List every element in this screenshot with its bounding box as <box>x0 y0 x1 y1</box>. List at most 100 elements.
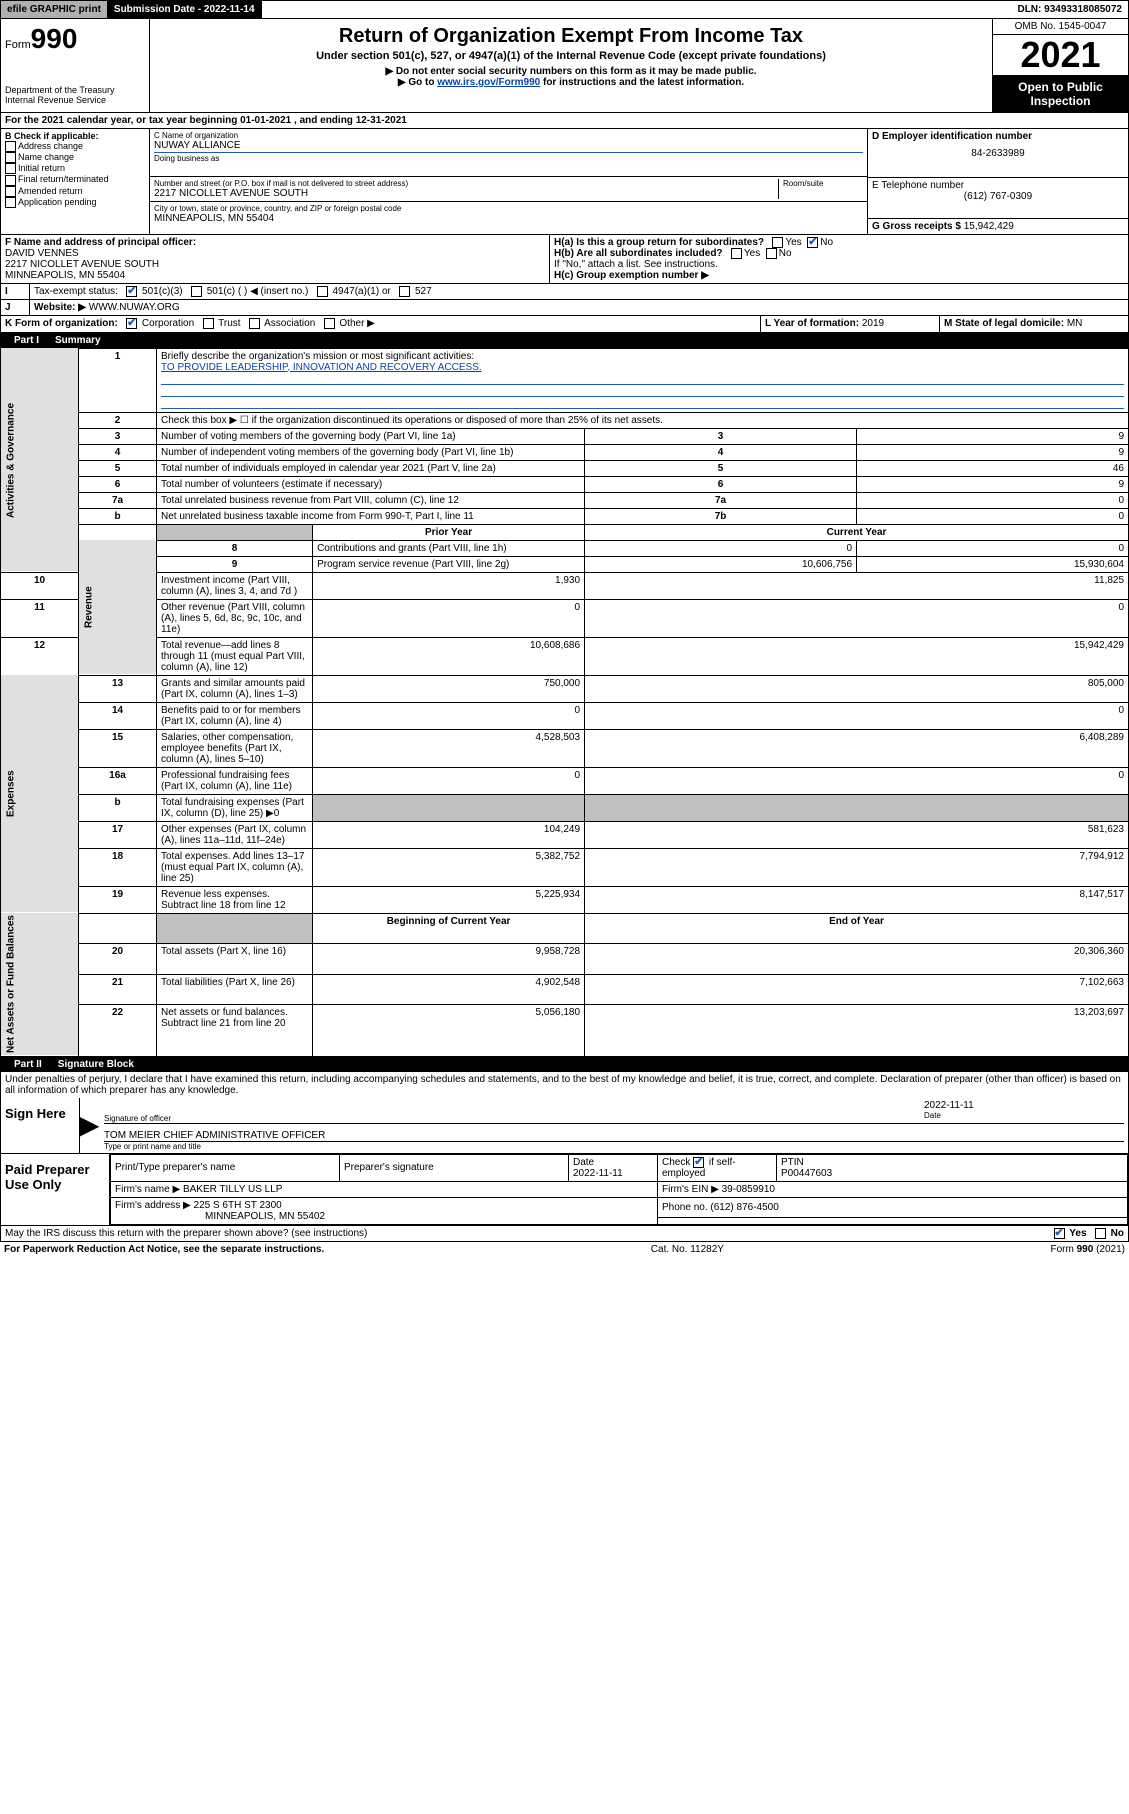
officer-label: F Name and address of principal officer: <box>5 237 196 248</box>
application-pending-checkbox[interactable] <box>5 197 16 208</box>
trust-checkbox[interactable] <box>203 318 214 329</box>
mission-text[interactable]: TO PROVIDE LEADERSHIP, INNOVATION AND RE… <box>161 362 482 373</box>
corporation-checkbox[interactable] <box>126 318 137 329</box>
paperwork-notice: For Paperwork Reduction Act Notice, see … <box>4 1244 324 1255</box>
org-name-label: C Name of organization <box>154 131 863 140</box>
officer-addr1: 2217 NICOLLET AVENUE SOUTH <box>5 259 159 270</box>
form-page-ref: Form 990 (2021) <box>1051 1244 1125 1255</box>
ssn-note: ▶ Do not enter social security numbers o… <box>156 66 986 77</box>
instructions-link[interactable]: www.irs.gov/Form990 <box>437 77 540 88</box>
year-formation-value: 2019 <box>862 318 884 329</box>
line-a: For the 2021 calendar year, or tax year … <box>0 113 1129 129</box>
page-footer: For Paperwork Reduction Act Notice, see … <box>0 1242 1129 1257</box>
self-employed-checkbox[interactable] <box>693 1157 704 1168</box>
address-change-checkbox[interactable] <box>5 141 16 152</box>
line-2: Check this box ▶ ☐ if the organization d… <box>157 412 1129 428</box>
preparer-date: 2022-11-11 <box>573 1168 623 1179</box>
officer-addr2: MINNEAPOLIS, MN 55404 <box>5 270 125 281</box>
ein-value: 84-2633989 <box>872 148 1124 159</box>
topbar: efile GRAPHIC print Submission Date - 20… <box>0 0 1129 19</box>
subordinates-no[interactable] <box>766 248 777 259</box>
group-return-no[interactable] <box>807 237 818 248</box>
sign-date-label: Date <box>924 1111 1124 1120</box>
mission-label: Briefly describe the organization's miss… <box>161 351 474 362</box>
part-2-header: Part II Signature Block <box>0 1057 1129 1072</box>
gross-receipts-value: 15,942,429 <box>964 221 1014 232</box>
cat-no: Cat. No. 11282Y <box>651 1244 724 1255</box>
year-formation-label: L Year of formation: <box>765 318 859 329</box>
4947-checkbox[interactable] <box>317 286 328 297</box>
tax-status-label: Tax-exempt status: <box>34 286 118 297</box>
omb-number: OMB No. 1545-0047 <box>993 19 1128 35</box>
subordinates-yes[interactable] <box>731 248 742 259</box>
website-value: WWW.NUWAY.ORG <box>89 302 180 313</box>
form-number: Form990 <box>5 23 145 55</box>
tax-year: 2021 <box>993 35 1128 76</box>
tab-governance: Activities & Governance <box>1 348 79 572</box>
ptin-value: P00447603 <box>781 1168 832 1179</box>
amended-return-checkbox[interactable] <box>5 186 16 197</box>
form-subtitle: Under section 501(c), 527, or 4947(a)(1)… <box>156 50 986 62</box>
dln: DLN: 93493318085072 <box>1011 1 1128 18</box>
domicile-value: MN <box>1067 318 1083 329</box>
tab-revenue: Revenue <box>79 540 157 675</box>
dba-label: Doing business as <box>154 154 863 163</box>
ein-label: D Employer identification number <box>872 131 1124 142</box>
final-return-checkbox[interactable] <box>5 175 16 186</box>
h-a-label: H(a) Is this a group return for subordin… <box>554 237 764 248</box>
org-name: NUWAY ALLIANCE <box>154 140 863 151</box>
gross-receipts-label: G Gross receipts $ <box>872 221 961 232</box>
h-b-label: H(b) Are all subordinates included? <box>554 248 723 259</box>
tab-expenses: Expenses <box>1 675 79 913</box>
firm-name: BAKER TILLY US LLP <box>183 1184 283 1195</box>
name-change-checkbox[interactable] <box>5 152 16 163</box>
summary-table: Activities & Governance 1 Briefly descri… <box>0 348 1129 1057</box>
website-label: Website: ▶ <box>34 302 86 313</box>
association-checkbox[interactable] <box>249 318 260 329</box>
officer-group-block: F Name and address of principal officer:… <box>0 235 1129 284</box>
initial-return-checkbox[interactable] <box>5 163 16 174</box>
line-k-label: K Form of organization: <box>5 319 118 330</box>
part-1-header: Part I Summary <box>0 333 1129 348</box>
firm-addr1: 225 S 6TH ST 2300 <box>194 1200 282 1211</box>
phone-label: E Telephone number <box>872 180 1124 191</box>
discuss-no[interactable] <box>1095 1228 1106 1239</box>
preparer-name-hdr: Print/Type preparer's name <box>111 1154 340 1181</box>
discuss-yes[interactable] <box>1054 1228 1065 1239</box>
box-b: B Check if applicable: Address change Na… <box>1 129 150 234</box>
sig-officer-label: Signature of officer <box>104 1114 920 1123</box>
efile-print-button[interactable]: efile GRAPHIC print <box>1 1 108 18</box>
officer-name: DAVID VENNES <box>5 248 79 259</box>
sign-date: 2022-11-11 <box>924 1100 1124 1111</box>
sign-arrow-icon: ▶ <box>80 1098 100 1153</box>
street-address: 2217 NICOLLET AVENUE SOUTH <box>154 188 778 199</box>
penalties-text: Under penalties of perjury, I declare th… <box>0 1072 1129 1098</box>
sign-here-label: Sign Here <box>1 1098 80 1153</box>
open-to-public: Open to Public Inspection <box>993 76 1128 112</box>
group-return-yes[interactable] <box>772 237 783 248</box>
addr-label: Number and street (or P.O. box if mail i… <box>154 179 778 188</box>
entity-block: B Check if applicable: Address change Na… <box>0 129 1129 235</box>
paid-preparer-label: Paid Preparer Use Only <box>1 1154 110 1225</box>
domicile-label: M State of legal domicile: <box>944 318 1064 329</box>
h-note: If "No," attach a list. See instructions… <box>554 259 1124 270</box>
phone-value: (612) 767-0309 <box>872 191 1124 202</box>
city-label: City or town, state or province, country… <box>154 204 863 213</box>
form-title: Return of Organization Exempt From Incom… <box>156 25 986 48</box>
h-c-label: H(c) Group exemption number ▶ <box>554 270 709 281</box>
501c3-checkbox[interactable] <box>126 286 137 297</box>
discuss-question: May the IRS discuss this return with the… <box>5 1228 367 1239</box>
instructions-note: ▶ Go to www.irs.gov/Form990 for instruct… <box>156 77 986 88</box>
firm-phone: (612) 876-4500 <box>710 1202 778 1213</box>
printed-name-label: Type or print name and title <box>104 1141 1124 1151</box>
preparer-sig-hdr: Preparer's signature <box>340 1154 569 1181</box>
room-label: Room/suite <box>783 179 863 188</box>
501c-checkbox[interactable] <box>191 286 202 297</box>
527-checkbox[interactable] <box>399 286 410 297</box>
submission-date: Submission Date - 2022-11-14 <box>108 1 262 18</box>
sign-here-block: Sign Here ▶ Signature of officer 2022-11… <box>0 1098 1129 1154</box>
tab-net-assets: Net Assets or Fund Balances <box>1 913 79 1056</box>
form-header: Form990 Department of the Treasury Inter… <box>0 19 1129 113</box>
other-checkbox[interactable] <box>324 318 335 329</box>
city-state-zip: MINNEAPOLIS, MN 55404 <box>154 213 863 224</box>
